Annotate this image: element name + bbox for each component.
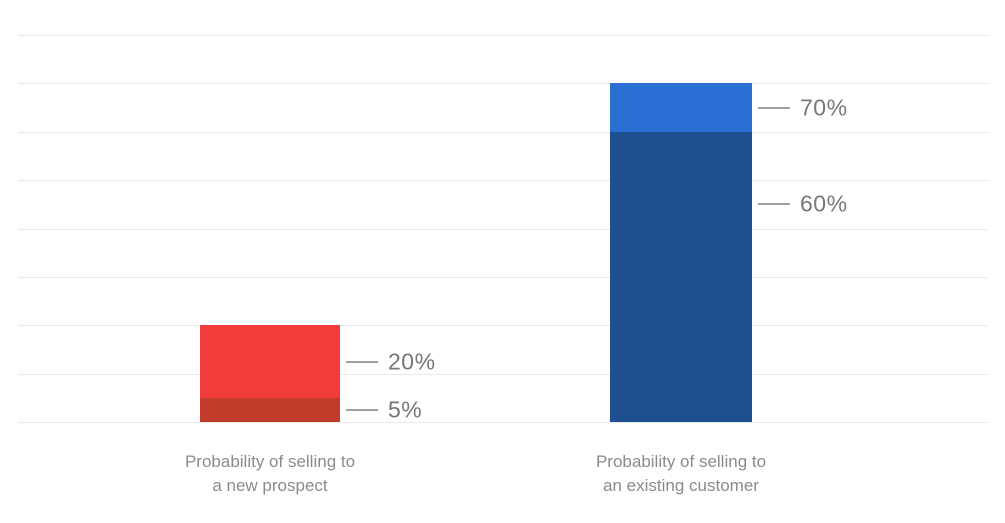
bar-segment-new-prospect (200, 397, 340, 422)
gridline (18, 229, 988, 230)
callout-line (758, 106, 790, 109)
category-label-line2: a new prospect (212, 476, 328, 495)
gridline (18, 132, 988, 133)
callout-label: 20% (388, 348, 436, 375)
bar-segment-existing-customer (610, 131, 752, 422)
gridline (18, 180, 988, 181)
callout-label: 60% (800, 190, 848, 217)
category-label: Probability of selling to a new prospect (185, 450, 355, 498)
gridline (18, 35, 988, 36)
gridline (18, 83, 988, 84)
category-label: Probability of selling to an existing cus… (596, 450, 766, 498)
bar-segment-new-prospect (200, 325, 340, 398)
gridline (18, 374, 988, 375)
category-label-line1: Probability of selling to (595, 452, 767, 471)
callout-line (346, 408, 378, 411)
callout-label: 70% (800, 94, 848, 121)
category-label-line2: an existing customer (603, 476, 759, 495)
gridline (18, 325, 988, 326)
bar-segment-existing-customer (610, 83, 752, 132)
category-label-line1: Probability of selling to (184, 452, 356, 471)
callout-line (758, 202, 790, 205)
callout-line (346, 360, 378, 363)
callout-label: 5% (388, 396, 423, 423)
gridline (18, 422, 988, 423)
gridline (18, 277, 988, 278)
